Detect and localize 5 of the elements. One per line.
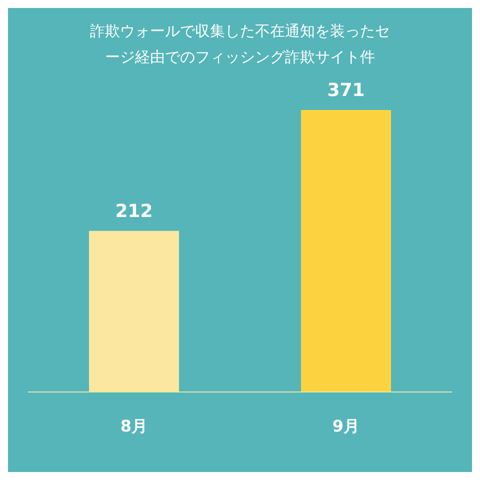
x-tick-label: 9月: [332, 416, 360, 436]
x-tick-label: 8月: [120, 416, 148, 436]
data-label: 371: [327, 80, 365, 101]
chart-title: 詐欺ウォールで収集した不在通知を装ったセージ経由でのフィッシング詐欺サイト件: [90, 21, 390, 68]
data-label: 212: [115, 200, 153, 222]
